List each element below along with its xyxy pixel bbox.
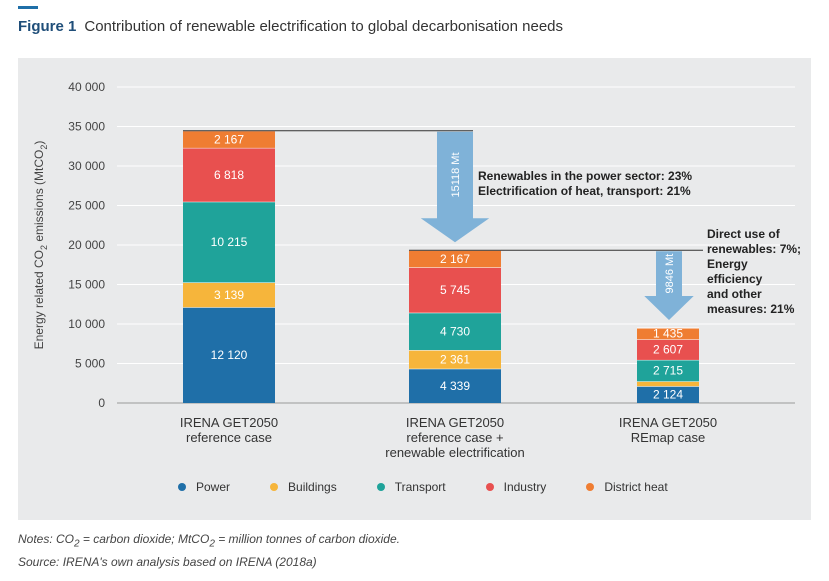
reduction-arrow-2-label: 9846 Mt (664, 254, 676, 294)
notes-text-a: Notes: CO (18, 532, 75, 546)
source-line: Source: IRENA's own analysis based on IR… (18, 555, 317, 570)
annotation-text: renewables: 7%; (707, 242, 801, 256)
bar-segment-buildings (183, 282, 275, 308)
data-label: 1 435 (653, 327, 683, 341)
annotation-text: efficiency (707, 272, 763, 286)
data-label: 10 215 (211, 235, 248, 249)
reduction-arrow-1-label: 15118 Mt (450, 152, 462, 197)
data-label: 4 339 (440, 379, 470, 393)
legend-label: District heat (604, 480, 668, 494)
category-label: IRENA GET2050 (180, 415, 278, 430)
notes-sub-1: 2 (74, 538, 80, 550)
data-label: 2 361 (440, 352, 470, 366)
y-tick-label: 5 000 (75, 357, 105, 371)
y-tick-label: 20 000 (68, 238, 105, 252)
data-label: 2 167 (440, 252, 470, 266)
legend-label: Buildings (288, 480, 337, 494)
y-tick-label: 30 000 (68, 159, 105, 173)
legend-marker (485, 483, 494, 491)
annotation-text: and other (707, 287, 762, 301)
legend-marker (376, 483, 385, 491)
bar-segment-buildings (409, 350, 501, 369)
y-tick-label: 15 000 (68, 278, 105, 292)
bar-segment-industry (183, 147, 275, 202)
legend-item-power: Power (178, 480, 230, 494)
bar-segment-industry (637, 339, 699, 360)
y-tick-label: 40 000 (68, 80, 105, 94)
notes-text-b: = carbon dioxide; MtCO (79, 532, 210, 546)
title-accent-bar (18, 6, 38, 9)
category-label: renewable electrification (385, 445, 524, 460)
data-label: 2 167 (214, 132, 244, 146)
legend-label: Power (196, 480, 231, 494)
data-label: 3 139 (214, 288, 244, 302)
category-label: IRENA GET2050 (406, 415, 504, 430)
figure-title: Figure 1 Contribution of renewable electr… (18, 18, 563, 35)
y-tick-label: 25 000 (68, 199, 105, 213)
legend-marker (178, 483, 186, 491)
annotation-text: measures: 21% (707, 302, 795, 316)
legend-marker (270, 483, 279, 491)
bar-segment-power (637, 386, 699, 403)
data-label: 5 745 (440, 283, 470, 297)
y-tick-label: 10 000 (68, 317, 105, 331)
data-label: 2 124 (653, 388, 683, 402)
notes-line: Notes: CO2 = carbon dioxide; MtCO2 = mil… (18, 530, 400, 553)
bar-segment-transport (409, 312, 501, 351)
data-label: 4 730 (440, 324, 470, 338)
bar-segment-buildings (637, 381, 699, 387)
reduction-arrow-1 (420, 131, 490, 243)
bar-segment-transport (637, 359, 699, 382)
annotation-text: Renewables in the power sector: 23% (478, 169, 692, 183)
data-label: 2 715 (653, 364, 683, 378)
data-label: 6 818 (214, 168, 244, 182)
legend-item-industry: Industry (485, 480, 547, 494)
category-label: reference case + (406, 430, 503, 445)
category-label: reference case (186, 430, 272, 445)
legend-marker (586, 483, 595, 491)
category-label: IRENA GET2050 (619, 415, 717, 430)
annotation-text: Energy (707, 257, 748, 271)
bar-segment-power (409, 368, 501, 403)
y-tick-label: 35 000 (68, 120, 105, 134)
y-tick-label: 0 (98, 396, 105, 410)
bar-segment-industry (409, 267, 501, 313)
figure-label: Figure 1 (18, 18, 77, 35)
figure-notes: Notes: CO2 = carbon dioxide; MtCO2 = mil… (18, 530, 400, 572)
annotation-text: Electrification of heat, transport: 21% (478, 184, 691, 198)
legend-item-buildings: Buildings (270, 480, 337, 494)
chart-legend: Power Buildings Transport Industry District … (178, 480, 708, 494)
category-label: REmap case (631, 430, 705, 445)
figure-title-text: Contribution of renewable electrificatio… (84, 18, 563, 35)
data-label: 2 607 (653, 343, 683, 357)
legend-item-transport: Transport (376, 480, 446, 494)
annotation-text: Direct use of (707, 227, 781, 241)
notes-sub-2: 2 (209, 538, 215, 550)
y-axis-label: Energy related CO2 emissions (MtCO2) (32, 141, 49, 350)
legend-item-district-heat: District heat (586, 480, 668, 494)
legend-label: Transport (394, 480, 446, 494)
bar-segment-district-heat (637, 327, 699, 340)
bar-segment-district-heat (409, 250, 501, 268)
bar-segment-power (183, 307, 275, 403)
data-label: 12 120 (211, 348, 248, 362)
bar-segment-district-heat (183, 130, 275, 148)
notes-text-c: = million tonnes of carbon dioxide. (214, 532, 400, 546)
reduction-arrow-2 (644, 251, 694, 320)
legend-label: Industry (503, 480, 547, 494)
bar-segment-transport (183, 201, 275, 283)
